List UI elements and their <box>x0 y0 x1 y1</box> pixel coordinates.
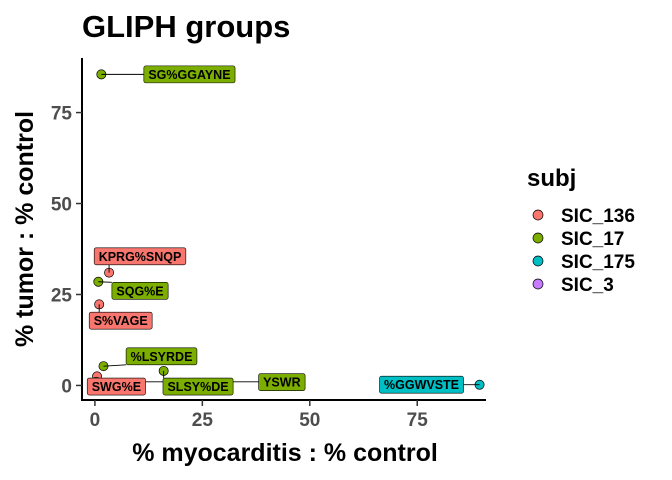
legend-title: subj <box>527 165 576 192</box>
legend-item: SIC_3 <box>532 275 614 296</box>
y-tick-label: 75 <box>51 104 73 125</box>
label-text: SQG%E <box>116 284 163 298</box>
label-connectors <box>96 73 480 386</box>
x-axis-title: % myocarditis : % control <box>132 439 438 467</box>
legend-key <box>532 255 544 267</box>
label-box <box>86 377 146 396</box>
legend-key <box>532 278 544 290</box>
legend-key <box>532 209 544 221</box>
point-label: SLSY%DE <box>162 377 234 396</box>
x-tick-label: 25 <box>192 410 214 431</box>
legend-label: SIC_136 <box>561 206 635 227</box>
label-box <box>88 311 153 330</box>
legend-label: SIC_175 <box>561 252 635 273</box>
point-label: SQG%E <box>111 282 169 300</box>
plot-area: SG%GGAYNE KPRG%SNQP SQG%E S%VAGE %LSYRDE SWG%… <box>86 65 485 396</box>
point-label: YSWR <box>258 373 306 391</box>
label-text: KPRG%SNQP <box>99 250 182 264</box>
point-label: KPRG%SNQP <box>93 247 187 266</box>
label-box <box>143 65 236 84</box>
legend-label: SIC_3 <box>561 275 614 296</box>
y-tick-label: 50 <box>51 195 72 216</box>
y-tick-label: 25 <box>51 285 73 306</box>
point-label: SG%GGAYNE <box>143 65 236 84</box>
label-connector <box>98 281 112 283</box>
point-label: SWG%E <box>86 377 146 396</box>
label-text: SLSY%DE <box>167 380 228 394</box>
x-tick-label: 75 <box>407 410 429 431</box>
chart-title: GLIPH groups <box>82 9 290 44</box>
point-label: %LSYRDE <box>125 347 198 366</box>
legend-key <box>532 232 544 244</box>
axes: 0 25 50 75 0 25 50 75 <box>51 58 486 431</box>
label-text: S%VAGE <box>94 314 148 328</box>
label-box <box>379 375 464 394</box>
label-box <box>93 247 187 266</box>
point-label: %GGWVSTE <box>379 375 464 394</box>
point-label: S%VAGE <box>88 311 153 330</box>
label-box <box>162 377 234 396</box>
y-axis-title: % tumor : % control <box>11 111 39 347</box>
legend-item: SIC_17 <box>532 229 624 250</box>
label-box <box>125 347 198 366</box>
label-connector <box>103 364 127 367</box>
legend-item: SIC_175 <box>532 252 635 273</box>
label-box <box>258 373 306 391</box>
point-labels: SG%GGAYNE KPRG%SNQP SQG%E S%VAGE %LSYRDE SWG%… <box>86 65 464 396</box>
label-text: %GGWVSTE <box>384 378 459 392</box>
y-tick-label: 0 <box>61 376 72 397</box>
label-text: YSWR <box>263 376 301 390</box>
label-text: %LSYRDE <box>131 350 193 364</box>
legend-item: SIC_136 <box>532 206 635 227</box>
label-text: SWG%E <box>92 380 141 394</box>
x-tick-label: 50 <box>299 410 320 431</box>
label-text: SG%GGAYNE <box>148 68 230 82</box>
label-box <box>111 282 169 300</box>
legend-label: SIC_17 <box>561 229 624 250</box>
x-tick-label: 0 <box>90 410 101 431</box>
